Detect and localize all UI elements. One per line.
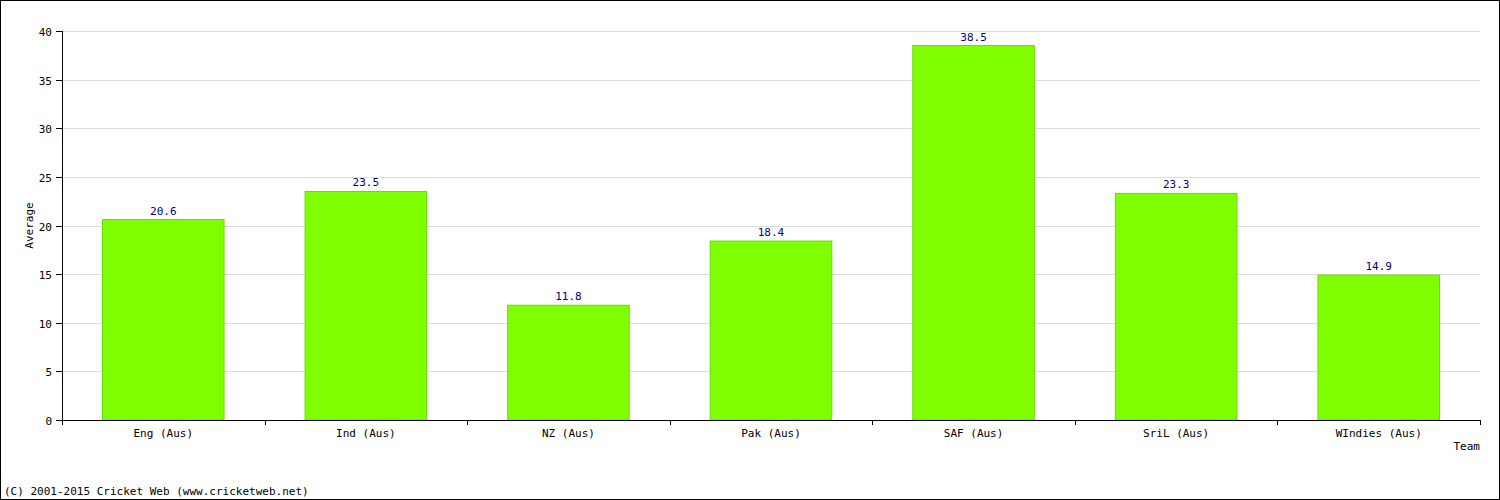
y-tick (56, 31, 62, 32)
y-tick (56, 420, 62, 421)
x-tick (62, 420, 63, 425)
y-tick (56, 226, 62, 227)
y-axis (62, 31, 63, 420)
data-label: 18.4 (758, 226, 785, 239)
data-label: 11.8 (555, 290, 582, 303)
y-axis-label: Average (23, 202, 36, 248)
bar (1318, 275, 1440, 420)
x-tick-label: NZ (Aus) (542, 427, 595, 440)
data-label: 14.9 (1365, 260, 1392, 273)
y-tick (56, 323, 62, 324)
footer-note: (C) 2001-2015 Cricket Web (www.cricketwe… (4, 485, 309, 498)
x-tick-label: SriL (Aus) (1143, 427, 1209, 440)
grid-line (62, 420, 1480, 421)
chart: 0 5 10 15 20 25 30 35 40 20.6 23.5 11.8 18.4 38.5 23.3… (0, 0, 1500, 500)
x-tick (872, 420, 873, 425)
grid-line (62, 31, 1480, 32)
y-tick-label: 20 (39, 221, 52, 234)
grid-line (62, 80, 1480, 81)
x-tick (265, 420, 266, 425)
bar (1115, 193, 1237, 420)
y-tick-label: 30 (39, 123, 52, 136)
x-tick-label: Ind (Aus) (336, 427, 396, 440)
bars (103, 46, 1440, 420)
y-tick (56, 80, 62, 81)
y-tick (56, 371, 62, 372)
bar (103, 220, 225, 420)
x-tick (467, 420, 468, 425)
x-axis-label: Team (1454, 440, 1481, 453)
y-tick-label: 40 (39, 26, 52, 39)
x-tick-label: SAF (Aus) (944, 427, 1004, 440)
y-tick (56, 177, 62, 178)
y-tick-label: 35 (39, 75, 52, 88)
x-tick (670, 420, 671, 425)
bar (710, 241, 832, 420)
data-label: 23.3 (1163, 178, 1190, 191)
y-tick-label: 25 (39, 172, 52, 185)
x-tick (1277, 420, 1278, 425)
frame (1, 1, 1500, 500)
bar (305, 191, 427, 420)
y-tick-label: 0 (45, 415, 52, 428)
y-tick-label: 15 (39, 269, 52, 282)
grid-line (62, 128, 1480, 129)
y-tick (56, 128, 62, 129)
y-tick-label: 5 (45, 366, 52, 379)
y-tick (56, 274, 62, 275)
data-label: 38.5 (960, 31, 987, 44)
chart-container: 0 5 10 15 20 25 30 35 40 20.6 23.5 11.8 18.4 38.5 23.3… (0, 0, 1500, 500)
x-tick (1480, 420, 1481, 425)
x-tick-label: Eng (Aus) (133, 427, 193, 440)
bar (913, 46, 1035, 420)
y-tick-label: 10 (39, 318, 52, 331)
x-axis (62, 420, 1480, 421)
x-tick-label: Pak (Aus) (741, 427, 801, 440)
grid-line (62, 177, 1480, 178)
x-tick-label: WIndies (Aus) (1336, 427, 1422, 440)
bar (508, 305, 630, 420)
data-label: 20.6 (150, 205, 177, 218)
x-tick (1075, 420, 1076, 425)
data-label: 23.5 (353, 176, 380, 189)
